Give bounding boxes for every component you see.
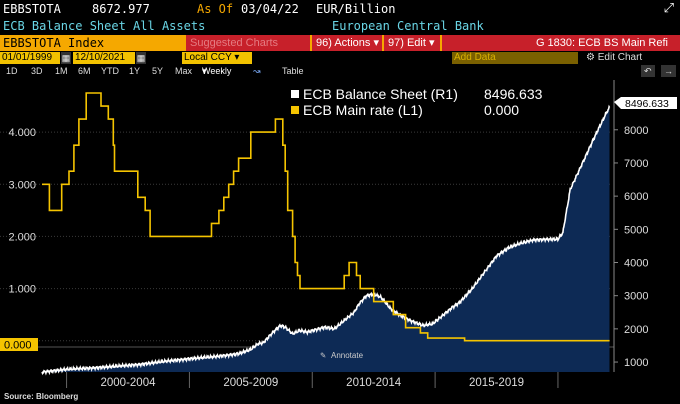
dropdown-arrow-icon: ▾ — [202, 66, 207, 76]
x-tick-label: 2000-2004 — [100, 377, 156, 388]
calendar-icon[interactable]: ▦ — [136, 52, 146, 64]
range-1y[interactable]: 1Y — [129, 66, 141, 76]
suggested-charts-button[interactable]: Suggested Charts — [186, 35, 310, 51]
range-3d[interactable]: 3D — [31, 66, 43, 76]
security-field[interactable]: EBBSTOTA Index — [0, 35, 186, 51]
right-tick-label: 2000 — [624, 324, 648, 336]
right-tick-label: 5000 — [624, 224, 648, 236]
right-last-value: 8496.633 — [625, 98, 669, 110]
chart-title-bar: G 1830: ECB BS Main Refi — [442, 35, 680, 51]
pencil-icon: ✎ — [320, 351, 326, 360]
close-icon[interactable]: ⤢ — [663, 1, 674, 16]
table-button[interactable]: Table — [282, 66, 304, 76]
legend-main-rate-label: ECB Main rate (L1) — [303, 102, 423, 118]
calendar-icon[interactable]: ▦ — [61, 52, 71, 64]
range-6m[interactable]: 6M — [78, 66, 91, 76]
balance-sheet-line — [41, 104, 611, 376]
range-1d[interactable]: 1D — [6, 66, 18, 76]
edit-chart-label: Edit Chart — [597, 52, 643, 63]
legend-swatch-main-rate — [291, 106, 299, 114]
source-footer: Source: Bloomberg — [4, 392, 79, 401]
range-1m[interactable]: 1M — [55, 66, 68, 76]
forward-icon[interactable]: → — [661, 65, 676, 77]
edit-label: 97) Edit — [388, 37, 426, 49]
left-axis-ticks: 1.000 2.000 3.000 4.000 — [8, 127, 36, 295]
dropdown-arrow-icon: ▾ — [234, 52, 240, 63]
right-tick-label: 8000 — [624, 125, 648, 137]
range-ytd[interactable]: YTD — [101, 66, 119, 76]
line-chart-icon[interactable]: ↝ — [253, 66, 261, 76]
edit-chart-button[interactable]: ⚙ Edit Chart — [586, 52, 642, 64]
right-tick-label: 7000 — [624, 158, 648, 170]
end-date-field[interactable]: 12/10/2021 — [73, 52, 135, 64]
add-data-field[interactable]: Add Data — [452, 52, 578, 64]
right-tick-label: 4000 — [624, 258, 648, 270]
main-rate-line — [42, 92, 610, 342]
left-tick-label: 1.000 — [8, 284, 36, 296]
chart-title: G 1830: ECB BS Main Refi — [535, 37, 668, 49]
left-last-value: 0.000 — [4, 340, 32, 352]
dropdown-arrow-icon: ▾ — [373, 37, 380, 49]
right-tick-label: 3000 — [624, 291, 648, 303]
units-label: EUR/Billion — [316, 2, 396, 16]
as-of-label: As Of — [197, 2, 234, 16]
suggested-charts-label: Suggested Charts — [190, 37, 279, 49]
annotate-label: Annotate — [331, 351, 364, 360]
currency-select[interactable]: Local CCY ▾ — [182, 52, 252, 64]
range-bar: 1D 3D 1M 6M YTD 1Y 5Y Max Weekly ▾ ↝ Tab… — [0, 65, 680, 77]
frequency-label: Weekly — [202, 66, 232, 76]
annotate-button[interactable]: ✎ Annotate — [320, 351, 364, 360]
right-last-value-tag: 8496.633 — [614, 97, 677, 110]
x-axis-labels: 2000-2004 2005-2009 2010-2014 2015-2019 — [100, 377, 524, 388]
source-label: European Central Bank — [332, 19, 484, 33]
right-tick-label: 1000 — [624, 357, 648, 369]
edit-menu[interactable]: 97) Edit ▾ — [384, 35, 440, 51]
left-last-value-tag: 0.000 — [0, 338, 38, 352]
legend-balance-sheet-value: 8496.633 — [484, 86, 543, 102]
gear-icon: ⚙ — [586, 52, 595, 63]
x-axis-dividers — [66, 372, 559, 388]
chart-area: 2000-2004 2005-2009 2010-2014 2015-2019 1.0… — [0, 80, 677, 388]
actions-label: 96) Actions — [316, 37, 371, 49]
range-max[interactable]: Max — [175, 66, 193, 76]
command-bar: EBBSTOTA Index Suggested Charts 96) Acti… — [0, 35, 680, 51]
x-tick-label: 2005-2009 — [223, 377, 278, 388]
range-5y[interactable]: 5Y — [152, 66, 164, 76]
right-tick-label: 6000 — [624, 191, 648, 203]
left-tick-label: 4.000 — [8, 127, 36, 139]
security-header: EBBSTOTA 8672.977 As Of 03/04/22 EUR/Bil… — [0, 0, 680, 18]
legend: ECB Balance Sheet (R1) 8496.633 ECB Main… — [287, 83, 543, 119]
dropdown-arrow-icon: ▾ — [428, 37, 435, 49]
as-of-date: 03/04/22 — [241, 2, 299, 16]
x-tick-label: 2015-2019 — [469, 377, 524, 388]
left-tick-label: 2.000 — [8, 231, 36, 243]
legend-swatch-balance-sheet — [291, 90, 299, 98]
balance-sheet-area — [42, 106, 610, 374]
description-label: ECB Balance Sheet All Assets — [3, 19, 206, 33]
security-description-row: ECB Balance Sheet All Assets European Ce… — [0, 18, 680, 35]
x-tick-label: 2010-2014 — [346, 377, 402, 388]
right-axis-ticks: 1000 2000 3000 4000 5000 6000 7000 8000 — [614, 125, 648, 369]
legend-balance-sheet-label: ECB Balance Sheet (R1) — [303, 86, 458, 102]
ticker-label: EBBSTOTA — [3, 2, 61, 16]
left-tick-label: 3.000 — [8, 179, 36, 191]
actions-menu[interactable]: 96) Actions ▾ — [312, 35, 382, 51]
start-date-field[interactable]: 01/01/1999 — [0, 52, 60, 64]
settings-bar: 01/01/1999 ▦ 12/10/2021 ▦ Local CCY ▾ Ad… — [0, 52, 680, 65]
undo-icon[interactable]: ↶ — [641, 65, 655, 77]
legend-main-rate-value: 0.000 — [484, 102, 519, 118]
currency-label: Local CCY — [184, 52, 232, 63]
last-value: 8672.977 — [92, 2, 150, 16]
